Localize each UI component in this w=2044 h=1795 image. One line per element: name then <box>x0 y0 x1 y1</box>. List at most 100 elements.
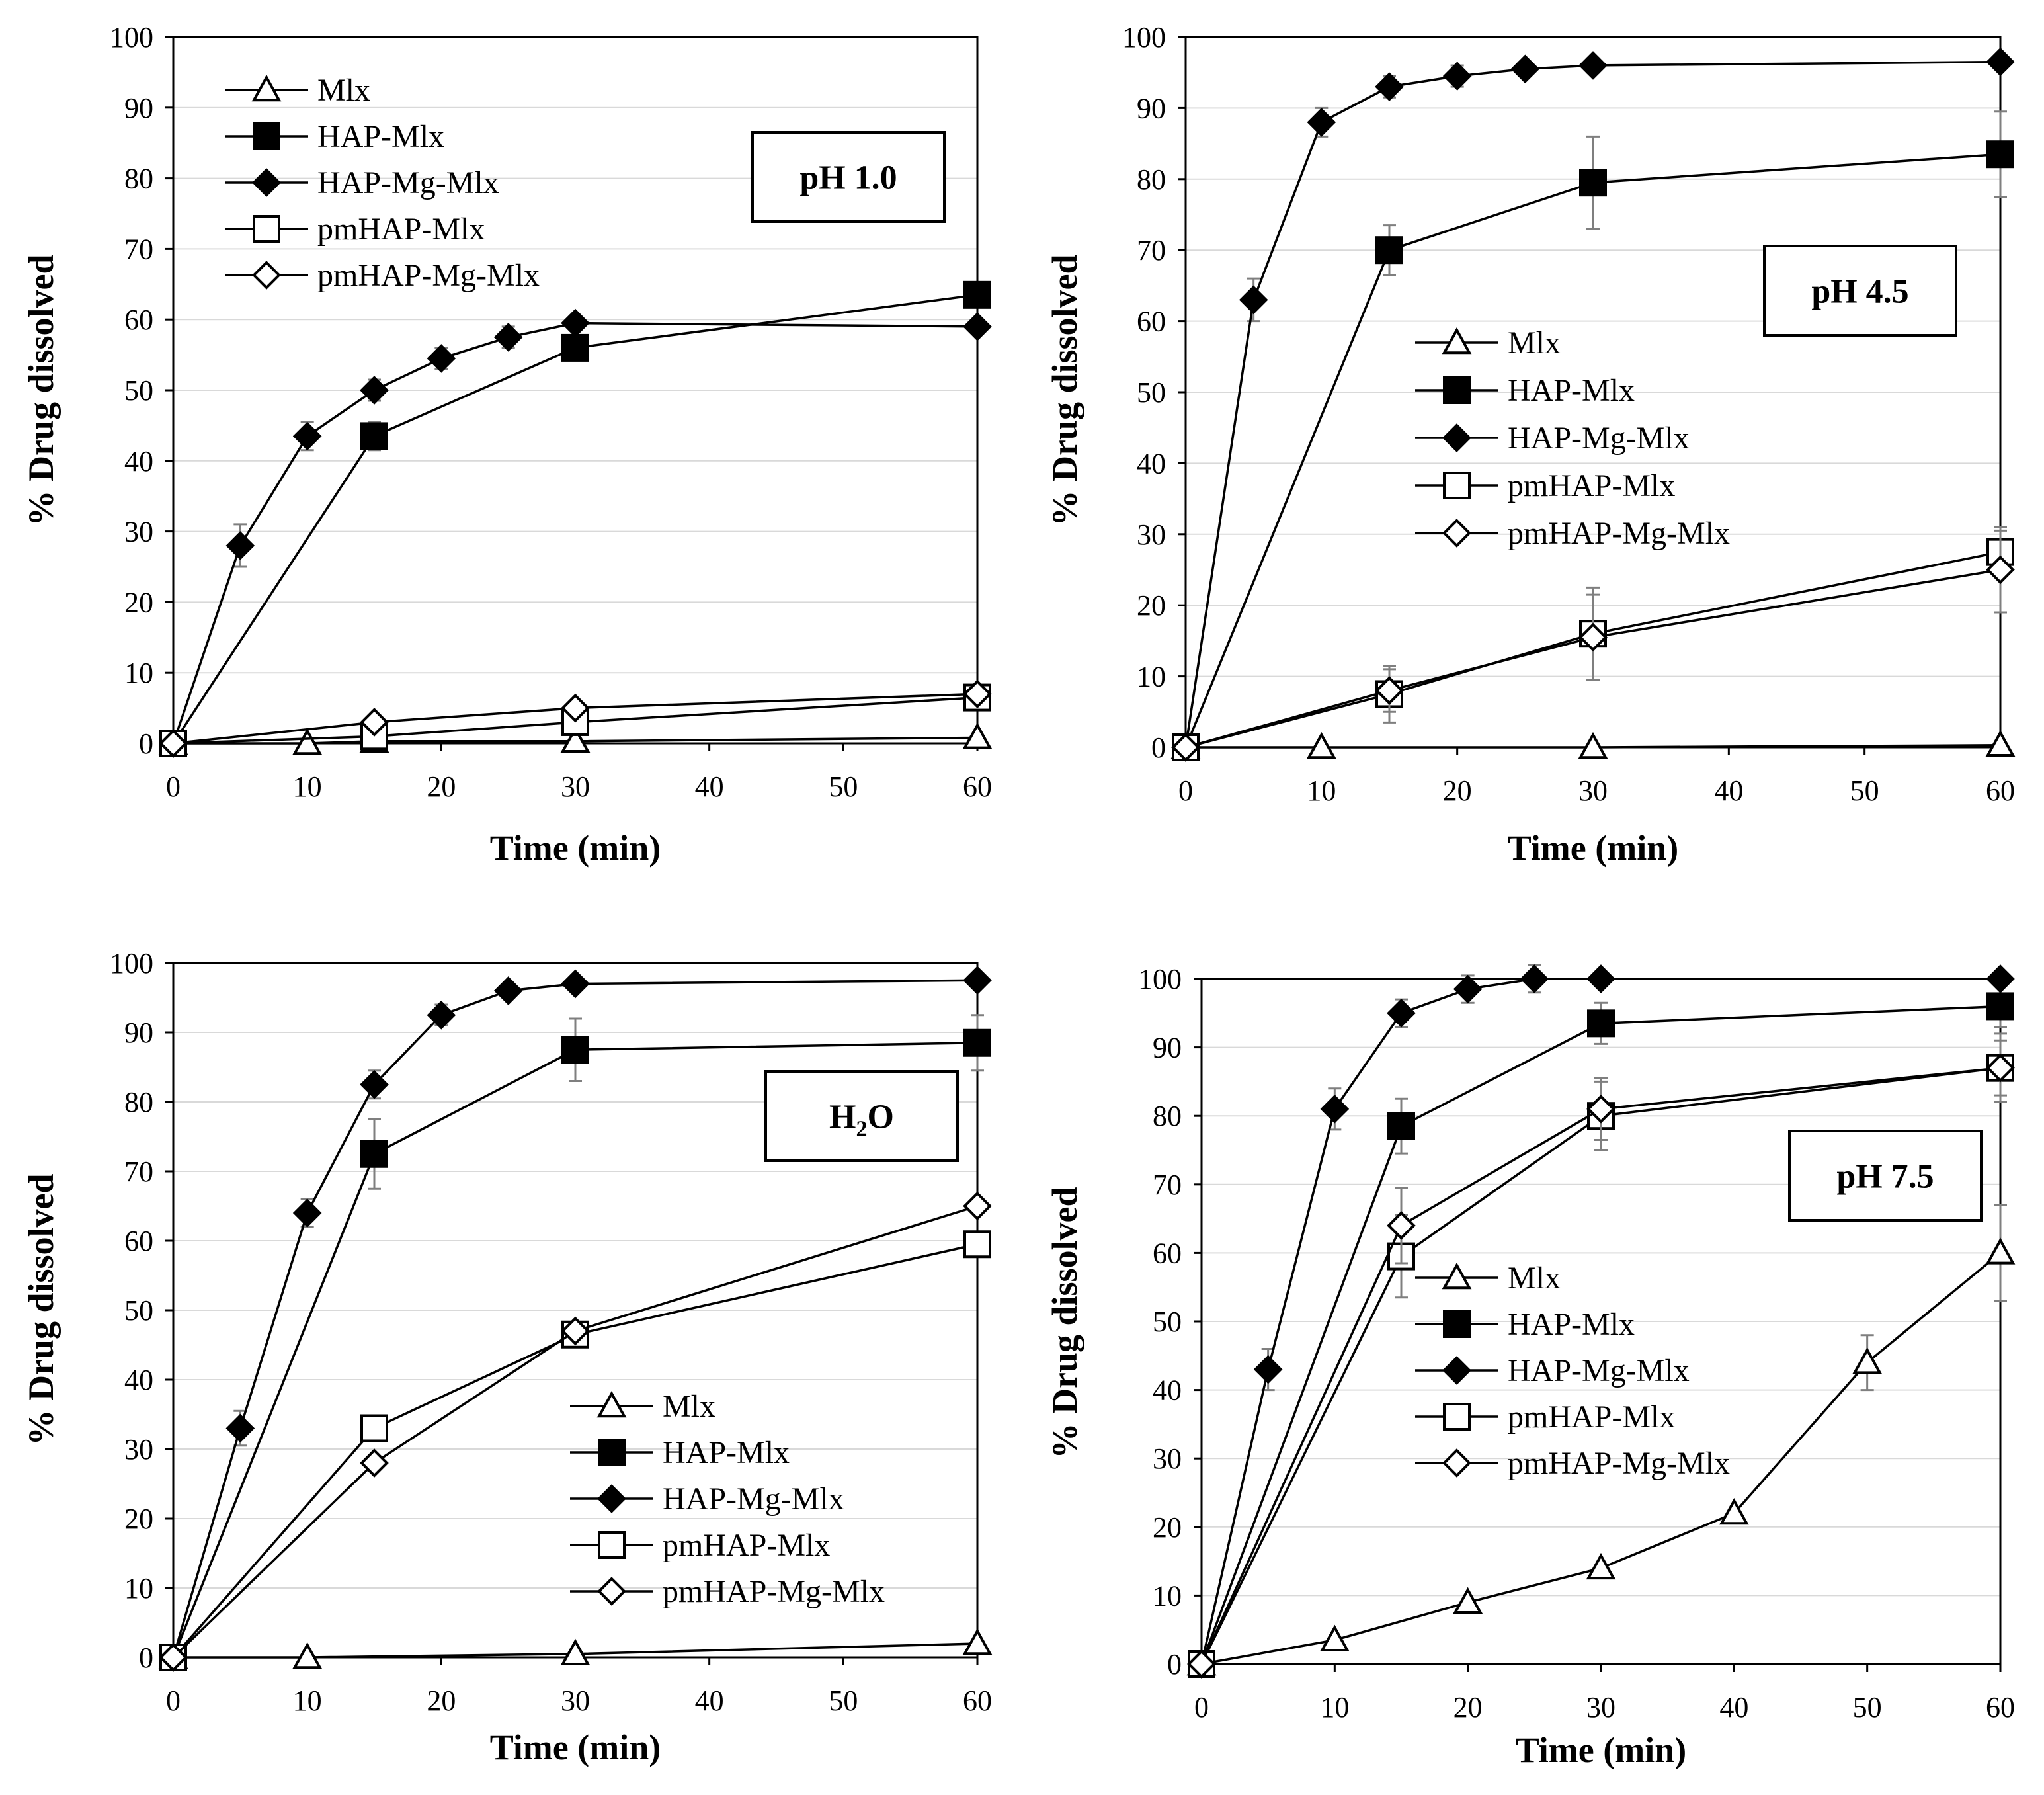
data-point <box>1578 622 1608 652</box>
legend-label: Mlx <box>1508 1261 1561 1296</box>
y-tick-label: 90 <box>1137 92 1166 124</box>
y-tick-label: 20 <box>1153 1511 1182 1544</box>
x-axis-title: Time (min) <box>1516 1730 1686 1770</box>
legend-item: Mlx <box>225 73 370 108</box>
condition-badge: pH 1.0 <box>751 131 946 223</box>
data-point <box>1719 1497 1749 1525</box>
series-line <box>1185 568 2001 749</box>
data-point <box>963 1028 991 1057</box>
y-tick-label: 20 <box>124 1503 153 1535</box>
legend-item: pmHAP-Mlx <box>225 212 485 247</box>
data-point <box>1587 1009 1615 1038</box>
x-tick-label: 30 <box>561 1685 590 1717</box>
y-tick-label: 10 <box>1137 661 1166 693</box>
y-tick-label: 30 <box>1137 519 1166 551</box>
x-tick-label: 10 <box>293 1685 322 1717</box>
y-tick-label: 70 <box>1153 1169 1182 1201</box>
data-point <box>360 1069 389 1099</box>
y-tick-label: 0 <box>139 1642 153 1674</box>
x-tick-label: 40 <box>695 771 724 803</box>
badge-box <box>764 1070 959 1162</box>
legend-label: pmHAP-Mlx <box>317 212 485 247</box>
legend-item: pmHAP-Mlx <box>1415 1399 1675 1435</box>
data-point <box>360 1140 388 1168</box>
badge-box <box>1788 1130 1983 1222</box>
legend-label: pmHAP-Mg-Mlx <box>1508 1446 1730 1481</box>
series-line <box>172 1204 978 1659</box>
legend-marker <box>252 168 281 197</box>
data-point <box>1579 169 1607 197</box>
y-tick-label: 60 <box>124 1225 153 1257</box>
x-tick-label: 60 <box>1986 1691 2015 1724</box>
data-point <box>1307 108 1336 137</box>
y-axis-title: % Drug dissolved <box>21 254 61 526</box>
legend-marker <box>253 122 280 150</box>
legend-item: HAP-Mlx <box>225 119 444 154</box>
legend-label: HAP-Mlx <box>1508 1307 1635 1342</box>
y-tick-label: 30 <box>124 516 153 548</box>
series-line <box>1200 1066 2001 1665</box>
y-tick-label: 60 <box>1153 1237 1182 1269</box>
y-tick-label: 90 <box>124 1017 153 1049</box>
y-tick-label: 70 <box>1137 234 1166 267</box>
data-point <box>1375 236 1403 265</box>
y-tick-label: 70 <box>124 1155 153 1188</box>
legend-label: pmHAP-Mlx <box>1508 1399 1675 1435</box>
legend-item: pmHAP-Mg-Mlx <box>570 1574 885 1609</box>
data-point <box>493 323 523 352</box>
y-tick-label: 40 <box>124 445 153 478</box>
y-tick-label: 0 <box>139 728 153 760</box>
x-tick-label: 40 <box>1714 774 1743 807</box>
chart-panel-2: 0 10 20 30 40 50 60 70 80 90 100 0 10 20 30 40 50 60 Time … <box>1045 21 2016 868</box>
legend-item: pmHAP-Mg-Mlx <box>1415 516 1730 551</box>
legend-item: HAP-Mlx <box>1415 1307 1635 1342</box>
data-point <box>1387 998 1416 1028</box>
data-point <box>1986 555 2015 585</box>
data-point <box>159 729 188 758</box>
x-tick-label: 0 <box>166 1685 181 1717</box>
badge-box <box>1763 245 1957 337</box>
y-axis-title: % Drug dissolved <box>1045 1187 1084 1458</box>
data-point <box>1510 54 1540 84</box>
series-pmhap-mg-mlx <box>159 1191 992 1672</box>
data-point <box>962 1628 993 1655</box>
y-tick-label: 40 <box>124 1364 153 1396</box>
x-tick-label: 20 <box>427 771 456 803</box>
y-tick-label: 100 <box>1138 963 1182 995</box>
condition-badge: H2O <box>764 1070 959 1162</box>
y-tick-label: 50 <box>124 374 153 407</box>
legend-marker <box>597 1577 626 1606</box>
y-axis-title: % Drug dissolved <box>1045 254 1084 526</box>
data-point <box>1387 1112 1415 1140</box>
data-point <box>1986 140 2014 169</box>
legend-label: Mlx <box>1508 325 1561 360</box>
x-tick-label: 10 <box>1307 774 1336 807</box>
x-tick-label: 30 <box>1586 1691 1615 1724</box>
x-tick-label: 0 <box>1178 774 1193 807</box>
series-line <box>172 1243 978 1659</box>
legend-marker <box>598 1531 626 1559</box>
series-pmhap-mg-mlx <box>159 679 992 758</box>
data-point <box>1986 47 2015 77</box>
series-line <box>172 321 978 744</box>
legend-label: HAP-Mlx <box>1508 373 1635 408</box>
y-tick-label: 80 <box>1153 1100 1182 1132</box>
legend-label: pmHAP-Mg-Mlx <box>1508 516 1730 551</box>
data-point <box>560 726 591 753</box>
chart-panel-1: 0 10 20 30 40 50 60 70 80 90 100 0 10 20 30 40 50 60 Time … <box>21 21 993 868</box>
legend-label: HAP-Mlx <box>317 119 444 154</box>
y-tick-label: 40 <box>1137 447 1166 480</box>
legend-marker <box>597 1484 626 1513</box>
data-point <box>1986 992 2014 1021</box>
x-tick-label: 40 <box>1719 1691 1748 1724</box>
data-point <box>561 969 590 999</box>
legend-marker <box>1443 1403 1471 1431</box>
y-tick-label: 50 <box>1137 376 1166 409</box>
data-point <box>1239 285 1268 315</box>
data-point <box>225 531 255 560</box>
data-point <box>292 1642 323 1669</box>
data-point <box>1442 62 1472 91</box>
legend-label: pmHAP-Mg-Mlx <box>663 1574 885 1609</box>
data-point <box>1578 731 1608 759</box>
data-point <box>427 1000 456 1030</box>
